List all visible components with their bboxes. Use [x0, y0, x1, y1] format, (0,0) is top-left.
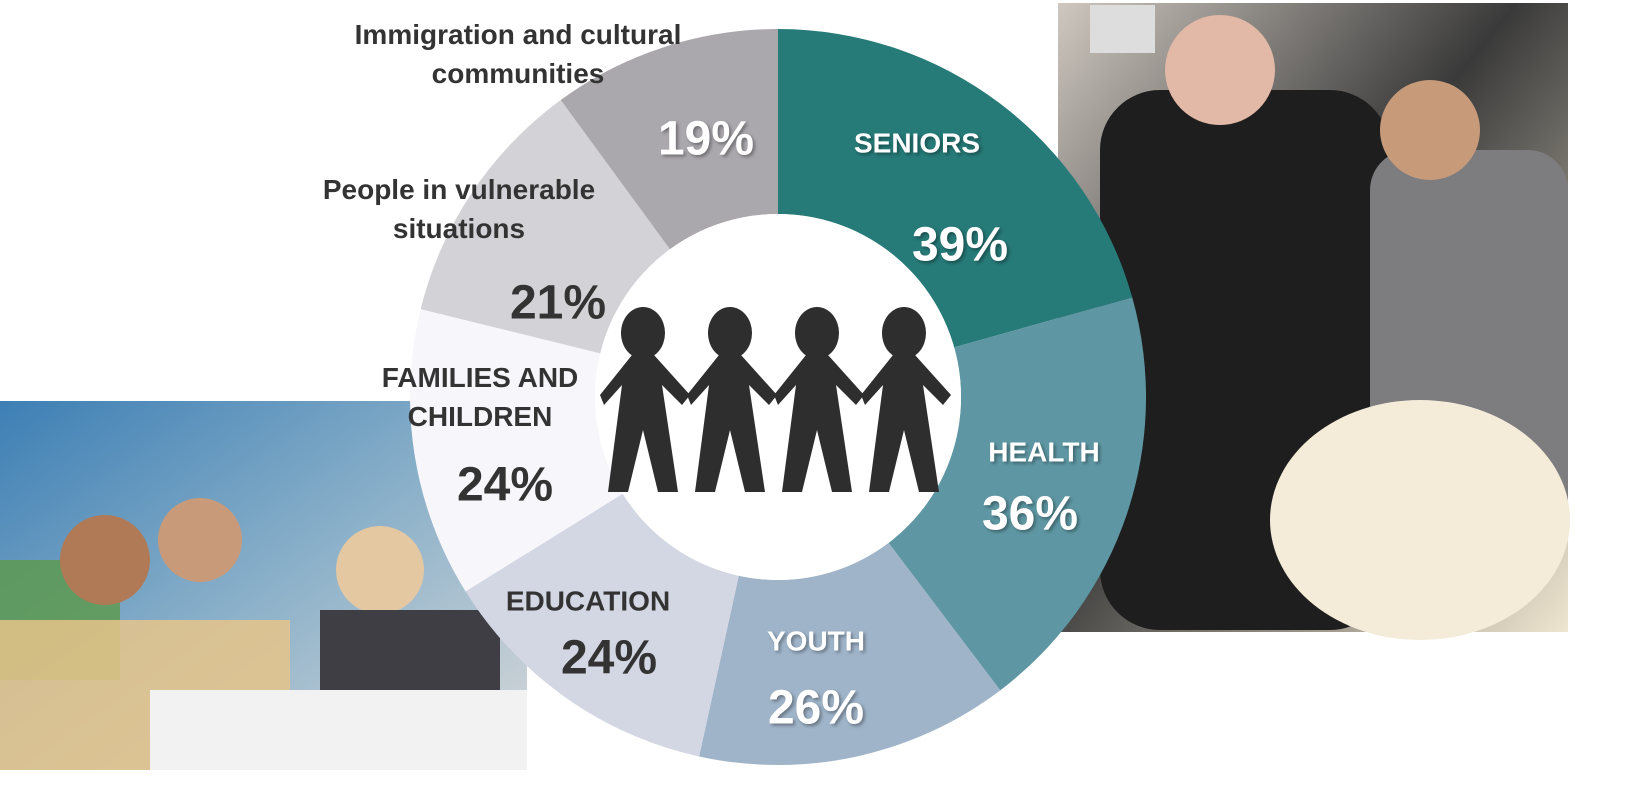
segment-label: YOUTH [706, 621, 926, 660]
segment-label: SENIORS [787, 123, 1047, 162]
segment-label: People in vulnerable situations [287, 170, 632, 248]
value-label: 21% [510, 269, 606, 336]
segment-label: HEALTH [934, 432, 1154, 471]
value-label: 36% [982, 480, 1078, 547]
value-label: 24% [457, 451, 553, 518]
segment-label: FAMILIES AND CHILDREN [360, 358, 600, 436]
value-label: 39% [912, 211, 1008, 278]
segment-label: Immigration and cultural communities [338, 15, 698, 93]
segment-label: EDUCATION [458, 581, 718, 620]
page: {"chart_data": {"type": "donut", "catego… [0, 0, 1632, 801]
value-label: 19% [658, 105, 754, 172]
infographic: SENIORS 39% HEALTH 36% YOUTH 26% EDUCATION 24% F… [0, 0, 1632, 801]
value-label: 26% [768, 674, 864, 741]
value-label: 24% [561, 624, 657, 691]
